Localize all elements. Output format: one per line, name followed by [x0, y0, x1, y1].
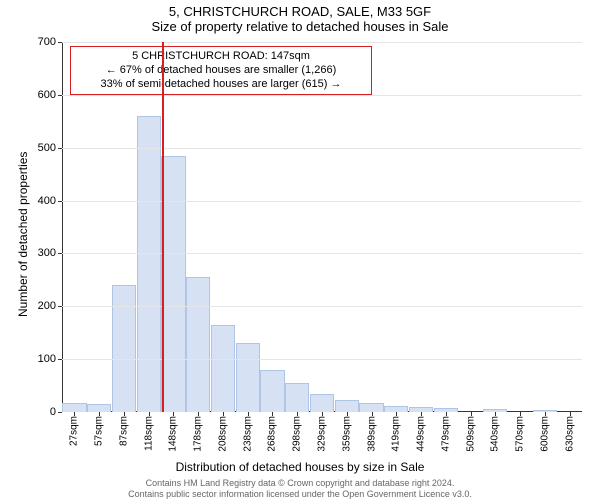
ytick-label: 700: [38, 36, 56, 48]
xtick-label: 479sqm: [440, 416, 451, 452]
xtick-label: 238sqm: [242, 416, 253, 452]
bar: [359, 403, 383, 413]
footer: Contains HM Land Registry data © Crown c…: [0, 478, 600, 500]
bar: [62, 403, 86, 413]
xtick-label: 27sqm: [69, 416, 80, 446]
gridline: [62, 201, 582, 202]
footer-line1: Contains HM Land Registry data © Crown c…: [0, 478, 600, 489]
xtick-label: 600sqm: [539, 416, 550, 452]
ytick-label: 200: [38, 300, 56, 312]
xtick-label: 449sqm: [416, 416, 427, 452]
x-axis-title: Distribution of detached houses by size …: [0, 460, 600, 474]
chart-area: 5 CHRISTCHURCH ROAD: 147sqm ← 67% of det…: [62, 42, 582, 412]
xtick-label: 208sqm: [217, 416, 228, 452]
xtick-label: 509sqm: [465, 416, 476, 452]
xtick-label: 329sqm: [317, 416, 328, 452]
bar: [137, 116, 161, 412]
ytick-label: 500: [38, 142, 56, 154]
ytick-label: 0: [50, 406, 56, 418]
bar: [310, 394, 334, 413]
ytick-mark: [58, 412, 62, 413]
ytick-mark: [58, 148, 62, 149]
ytick-mark: [58, 95, 62, 96]
ytick-mark: [58, 201, 62, 202]
gridline: [62, 42, 582, 43]
annotation-box: 5 CHRISTCHURCH ROAD: 147sqm ← 67% of det…: [70, 46, 372, 95]
annotation-line1: 5 CHRISTCHURCH ROAD: 147sqm: [77, 50, 365, 64]
xtick-label: 118sqm: [143, 416, 154, 451]
xtick-label: 57sqm: [94, 416, 105, 446]
reference-line: [162, 42, 164, 412]
xtick-label: 87sqm: [118, 416, 129, 446]
bar: [186, 277, 210, 412]
gridline: [62, 253, 582, 254]
ytick-label: 100: [38, 353, 56, 365]
xtick-label: 268sqm: [267, 416, 278, 452]
bar: [285, 383, 309, 412]
chart-title-main: 5, CHRISTCHURCH ROAD, SALE, M33 5GF: [0, 0, 600, 19]
xtick-label: 359sqm: [341, 416, 352, 452]
ytick-label: 600: [38, 89, 56, 101]
ytick-mark: [58, 359, 62, 360]
xtick-label: 178sqm: [193, 416, 204, 452]
bar: [260, 370, 284, 412]
ytick-label: 300: [38, 247, 56, 259]
chart-title-sub: Size of property relative to detached ho…: [0, 19, 600, 36]
ytick-mark: [58, 42, 62, 43]
bar: [87, 404, 111, 412]
ytick-mark: [58, 253, 62, 254]
bar: [335, 400, 359, 412]
annotation-line3: 33% of semi-detached houses are larger (…: [77, 78, 365, 92]
bar: [112, 285, 136, 412]
gridline: [62, 359, 582, 360]
bar: [236, 343, 260, 412]
ytick-label: 400: [38, 195, 56, 207]
y-axis-title: Number of detached properties: [16, 152, 30, 317]
annotation-line2: ← 67% of detached houses are smaller (1,…: [77, 64, 365, 78]
xtick-label: 630sqm: [564, 416, 575, 452]
gridline: [62, 148, 582, 149]
xtick-label: 419sqm: [391, 416, 402, 452]
ytick-mark: [58, 306, 62, 307]
gridline: [62, 306, 582, 307]
xtick-label: 540sqm: [490, 416, 501, 452]
xtick-label: 148sqm: [168, 416, 179, 452]
bars-container: [62, 42, 582, 412]
footer-line2: Contains public sector information licen…: [0, 489, 600, 500]
xtick-label: 389sqm: [366, 416, 377, 452]
bar: [161, 156, 185, 412]
xtick-label: 298sqm: [292, 416, 303, 452]
bar: [211, 325, 235, 412]
xtick-label: 570sqm: [515, 416, 526, 452]
gridline: [62, 95, 582, 96]
